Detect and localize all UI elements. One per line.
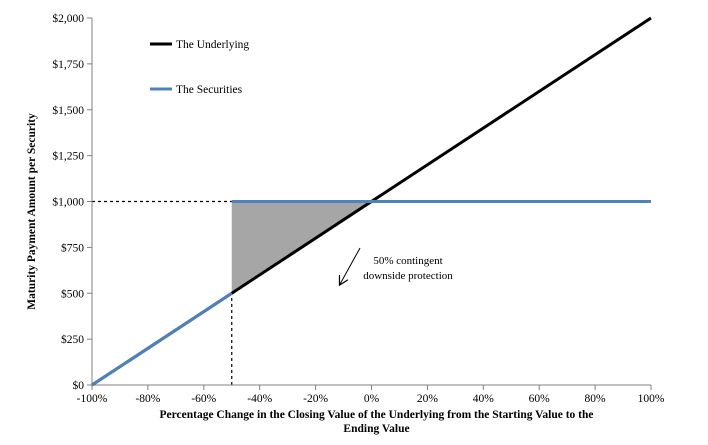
axis-titles-group: Percentage Change in the Closing Value o…	[26, 113, 594, 435]
x-tick-label: -60%	[191, 393, 216, 405]
legend-group: The Underlying The Securities	[150, 39, 249, 96]
x-tick-label: 20%	[417, 393, 439, 405]
y-axis-title: Maturity Payment Amount per Security	[26, 113, 38, 310]
y-tick-label: $500	[61, 287, 84, 300]
x-tick-label: 0%	[364, 393, 380, 405]
series-group	[91, 16, 652, 387]
x-tick-label: 40%	[473, 393, 495, 405]
annotation-text-line-1: 50% contingent	[373, 255, 442, 267]
y-tick-label: $750	[61, 241, 84, 254]
x-axis-title: Percentage Change in the Closing Value o…	[159, 409, 593, 421]
x-tick-label: 60%	[529, 393, 551, 405]
legend-label-2: The Securities	[176, 84, 243, 96]
x-tick-label: -40%	[247, 393, 272, 405]
y-tick-label: $2,000	[52, 12, 84, 25]
y-tick-label: $1,500	[52, 104, 84, 117]
y-tick-label: $250	[61, 333, 84, 346]
legend-label-1: The Underlying	[176, 39, 249, 51]
x-tick-label: 80%	[585, 393, 607, 405]
x-tick-label: -80%	[135, 393, 160, 405]
y-tick-label: $0	[73, 379, 85, 392]
y-tick-label: $1,000	[52, 196, 84, 209]
annotation-text-line-2: downside protection	[363, 270, 453, 282]
y-tick-label: $1,750	[52, 58, 84, 71]
x-tick-label: 100%	[638, 393, 665, 405]
annotation-arrow	[340, 247, 361, 284]
y-tick-label: $1,250	[52, 150, 84, 163]
x-axis-title-line-2: Ending Value	[343, 423, 409, 435]
reference-lines-group	[92, 200, 233, 385]
x-tick-label: -20%	[303, 393, 328, 405]
tick-labels-group: $0 $250 $500 $750 $1,000 $1,250 $1,500 $1,750 $2…	[52, 12, 664, 405]
x-tick-label: -100%	[77, 393, 108, 405]
series-line-the-securities-lower	[91, 291, 233, 387]
annotation-group: 50% contingent downside protection	[340, 247, 453, 284]
